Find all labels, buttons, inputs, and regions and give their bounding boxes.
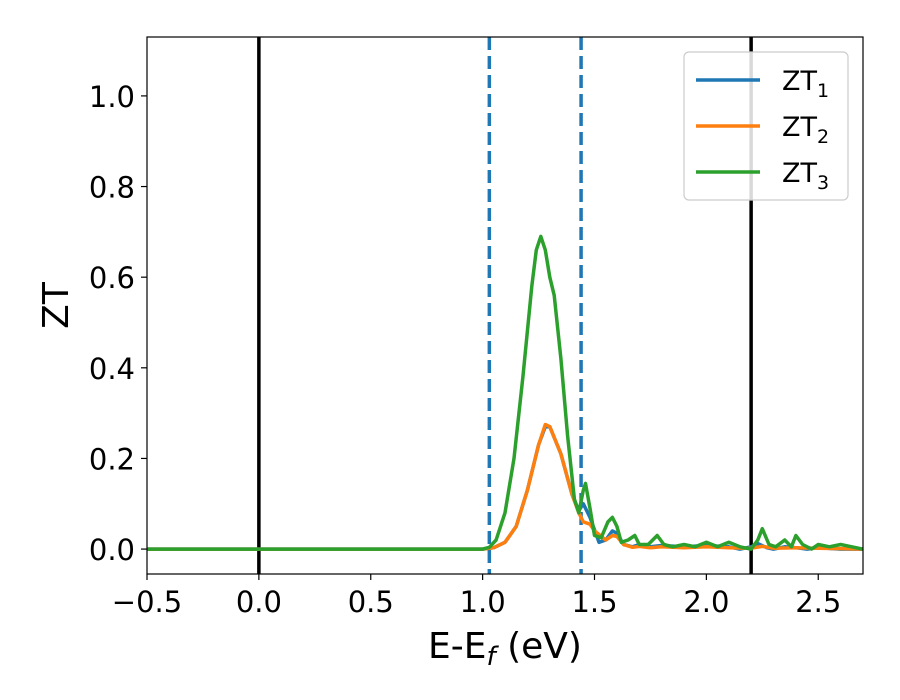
series-line-2 <box>147 422 863 551</box>
legend-label-3: ZT3 <box>782 158 829 194</box>
legend-label-2: ZT2 <box>782 112 829 148</box>
y-tick-label-3: 0.6 <box>89 261 135 295</box>
legend-label-sub-1: 1 <box>817 80 829 102</box>
x-tick-label-4: 1.5 <box>571 585 617 619</box>
axes: −0.5 0.0 0.5 1.0 1.5 2.0 2.5 0.0 0.2 0.4 0.6 0.8 1.0… <box>36 36 864 672</box>
axes-frame <box>146 36 864 575</box>
y-tick-label-5: 1.0 <box>89 80 135 114</box>
x-tick-label-3: 1.0 <box>460 585 506 619</box>
legend-label-main-3: ZT <box>782 158 817 189</box>
x-tick-label-5: 2.0 <box>683 585 729 619</box>
y-tick-label-0: 0.0 <box>89 533 135 567</box>
x-tick-label-1: 0.0 <box>236 585 282 619</box>
legend-label-main-1: ZT <box>782 66 817 97</box>
series-line-3 <box>147 234 863 551</box>
legend-label-1: ZT1 <box>782 66 829 102</box>
legend-label-sub-3: 3 <box>817 172 829 194</box>
x-tick-label-6: 2.5 <box>795 585 841 619</box>
legend-label-sub-2: 2 <box>817 126 829 148</box>
legend-label-main-2: ZT <box>782 112 817 143</box>
y-tick-label-2: 0.4 <box>89 352 135 386</box>
series-line-1 <box>147 424 863 551</box>
x-axis-label-main: E-E <box>428 626 486 667</box>
y-axis-label: ZT <box>36 281 77 329</box>
x-axis-label: E-Ef (eV) <box>428 626 582 672</box>
x-tick-label-2: 0.5 <box>348 585 394 619</box>
x-axis-label-unit: (eV) <box>496 626 582 667</box>
legend-box <box>683 51 849 201</box>
y-tick-label-1: 0.2 <box>89 442 135 476</box>
y-tick-label-4: 0.8 <box>89 171 135 205</box>
x-tick-label-0: −0.5 <box>112 585 182 619</box>
